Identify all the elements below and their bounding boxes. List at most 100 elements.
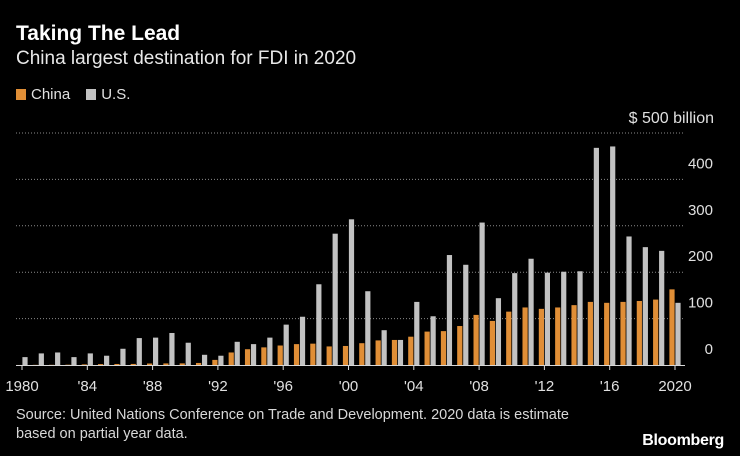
bar-us <box>332 233 338 365</box>
legend-swatch-china <box>16 89 26 100</box>
y-tick-label: 200 <box>688 248 713 265</box>
x-tick-label: '04 <box>404 378 424 395</box>
y-tick-label: 0 <box>705 341 713 358</box>
bar-china <box>98 364 104 365</box>
bar-us <box>561 271 567 365</box>
bar-china <box>293 344 300 365</box>
bar-us <box>201 354 208 365</box>
bar-us <box>55 352 61 365</box>
bar-china <box>163 363 169 365</box>
bar-us <box>120 348 126 365</box>
bar-us <box>446 255 453 365</box>
bar-china <box>555 307 561 365</box>
bar-china <box>261 347 267 365</box>
x-tick-label: '16 <box>600 378 620 395</box>
chart-title: Taking The Lead <box>16 22 181 45</box>
source-note: Source: United Nations Conference on Tra… <box>16 407 569 442</box>
bar-us <box>283 324 289 365</box>
bar-us <box>642 247 648 365</box>
bar-china <box>342 345 349 365</box>
bar-us <box>267 337 273 365</box>
bar-china <box>179 363 185 365</box>
legend: China U.S. <box>16 86 146 103</box>
bar-us <box>104 355 110 365</box>
bar-us <box>299 316 306 365</box>
y-tick-label: 100 <box>688 295 713 312</box>
bar-china <box>457 326 463 365</box>
bar-china <box>391 339 398 365</box>
bar-us <box>397 339 404 365</box>
bar-china <box>669 289 675 365</box>
bar-china <box>212 359 218 365</box>
bar-china <box>130 363 136 365</box>
bar-china <box>147 363 153 365</box>
x-tick-label: '00 <box>339 378 359 395</box>
x-tick-label: 2020 <box>658 378 691 395</box>
x-tick-label: '92 <box>208 378 228 395</box>
legend-label-us: U.S. <box>101 86 131 103</box>
bar-us <box>71 357 77 365</box>
bar-china <box>636 300 642 365</box>
bar-china <box>244 349 251 365</box>
bar-us <box>218 355 224 365</box>
bar-china <box>326 346 332 365</box>
chart-subtitle: China largest destination for FDI in 202… <box>16 48 357 69</box>
bar-us <box>250 344 257 365</box>
bar-us <box>675 302 681 365</box>
bar-us <box>348 219 355 365</box>
x-tick-label: '12 <box>535 378 555 395</box>
bar-us <box>365 291 371 365</box>
bar-us <box>381 330 387 365</box>
y-tick-label: 400 <box>688 155 713 172</box>
bar-us <box>38 353 44 365</box>
bar-china <box>277 345 283 365</box>
bar-china <box>522 307 528 365</box>
legend-swatch-us <box>86 89 97 100</box>
bar-us <box>87 353 93 365</box>
legend-item-us: U.S. <box>86 86 130 103</box>
bar-us <box>153 337 159 365</box>
bar-china <box>506 311 512 365</box>
legend-item-china: China <box>16 86 70 103</box>
bar-us <box>659 250 665 365</box>
bar-us <box>234 341 240 365</box>
bar-china <box>310 343 316 365</box>
x-tick-label: '88 <box>143 378 163 395</box>
bar-china <box>114 363 120 365</box>
bar-china <box>195 362 202 365</box>
bar-us <box>414 301 420 365</box>
bloomberg-logo: Bloomberg <box>642 432 724 449</box>
x-tick-label: '96 <box>273 378 293 395</box>
bar-china <box>375 340 381 365</box>
bar-us <box>626 236 632 365</box>
bar-us <box>512 273 518 365</box>
x-tick-label: '08 <box>469 378 489 395</box>
bar-us <box>495 298 502 365</box>
bar-china <box>538 308 544 365</box>
bar-us <box>136 338 142 365</box>
bar-china <box>81 364 87 365</box>
bar-china <box>653 299 659 365</box>
bar-china <box>228 352 234 365</box>
bar-us <box>430 316 436 365</box>
legend-label-china: China <box>31 86 71 103</box>
bar-us <box>577 271 583 365</box>
bar-us <box>316 284 322 365</box>
y-tick-label: 300 <box>688 202 713 219</box>
bar-us <box>169 332 175 365</box>
bar-china <box>473 314 479 365</box>
bar-china <box>424 331 430 365</box>
bar-us <box>185 342 191 365</box>
bar-china <box>571 305 577 365</box>
bar-us <box>463 264 469 365</box>
x-tick-label: 1980 <box>5 378 38 395</box>
bar-us <box>479 222 485 365</box>
bar-china <box>440 331 447 365</box>
bar-china <box>604 302 610 365</box>
bar-us <box>593 147 599 365</box>
bar-us <box>610 146 616 365</box>
bar-china <box>489 320 496 365</box>
y-axis-unit-label: $ 500 billion <box>628 110 714 127</box>
bar-china <box>620 301 626 365</box>
